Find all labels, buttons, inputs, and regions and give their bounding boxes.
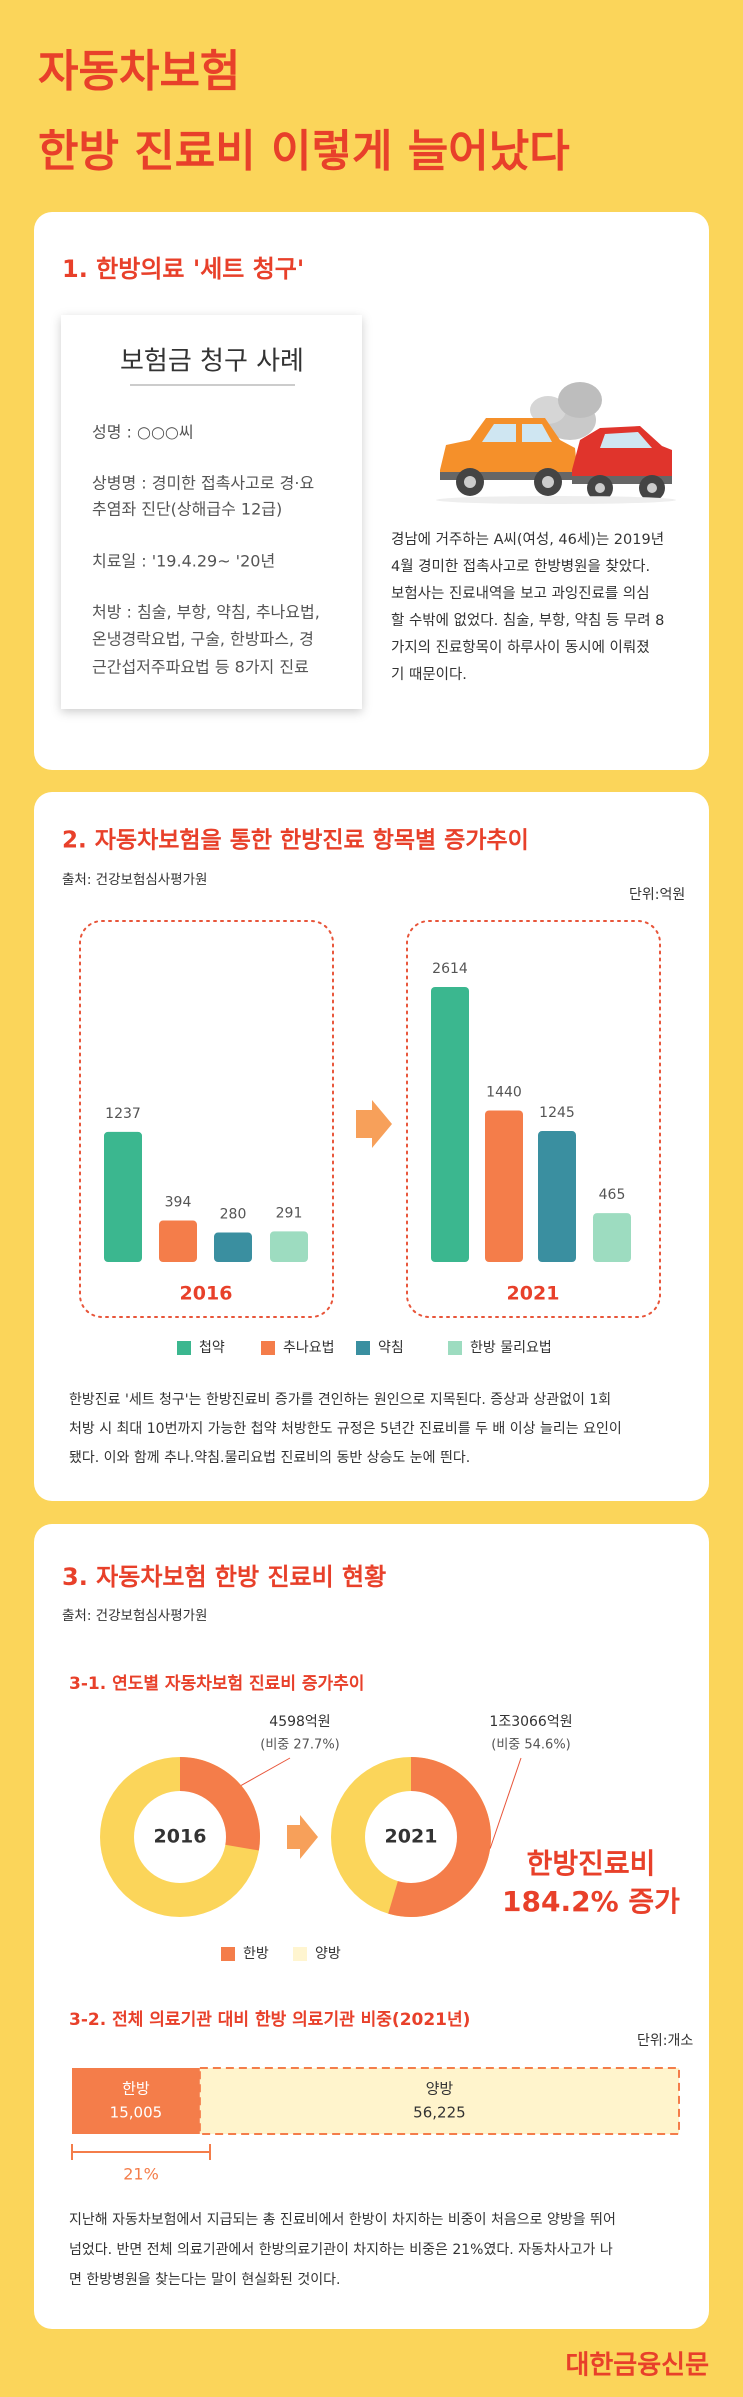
paper-line: 처방 : 침술, 부항, 약침, 추나요법,	[92, 603, 320, 622]
bar-value-label: 465	[599, 1187, 626, 1203]
body-text: 할 수밖에 없었다. 침술, 부항, 약침 등 무려 8	[391, 612, 664, 629]
leader-line	[240, 1757, 291, 1786]
panel-year: 2021	[507, 1283, 560, 1305]
legend-label: 한방 물리요법	[470, 1340, 552, 1356]
section-heading: 3. 자동차보험 한방 진료비 현황	[62, 1563, 386, 1591]
share-label: 21%	[123, 2165, 159, 2184]
legend-swatch	[177, 1341, 191, 1355]
unit-label: 단위:개소	[637, 2033, 693, 2049]
bar-value-label: 1440	[486, 1085, 522, 1101]
unit-label: 단위:억원	[629, 887, 685, 903]
bar	[431, 987, 469, 1262]
card	[34, 792, 709, 1501]
source: 출처: 건강보험심사평가원	[62, 1608, 207, 1624]
panel-year: 2016	[180, 1283, 233, 1305]
legend-label: 한방	[243, 1946, 269, 1962]
paper-line: 성명 : ○○○씨	[92, 423, 194, 442]
segment-value: 15,005	[110, 2104, 163, 2122]
body-text: 한방진료 '세트 청구'는 한방진료비 증가를 견인하는 원인으로 지목된다. …	[69, 1392, 611, 1408]
segment-value: 56,225	[413, 2104, 466, 2122]
paper-line: 치료일 : '19.4.29~ '20년	[92, 552, 275, 571]
subheading: 3-1. 연도별 자동차보험 진료비 증가추이	[69, 1673, 364, 1694]
bar	[485, 1110, 523, 1262]
car-crash-illustration	[436, 382, 676, 504]
source: 출처: 건강보험심사평가원	[62, 872, 207, 888]
page-title: 자동차보험	[38, 46, 240, 97]
legend-swatch	[356, 1341, 370, 1355]
body-text: 지난해 자동차보험에서 지급되는 총 진료비에서 한방이 차지하는 비중이 처음…	[69, 2212, 616, 2228]
pie-year: 2021	[385, 1826, 438, 1848]
bar-value-label: 1245	[539, 1105, 575, 1121]
pie-share-label: (비중 54.6%)	[491, 1738, 571, 1753]
footer-logo: 대한금융신문	[565, 2351, 709, 2381]
claim-paper	[61, 315, 362, 709]
card	[34, 1524, 709, 2329]
bar	[214, 1232, 252, 1262]
paper-line: 근간섭저주파요법 등 8가지 진료	[92, 658, 309, 677]
pie-share-label: (비중 27.7%)	[260, 1738, 340, 1753]
legend-swatch	[448, 1341, 462, 1355]
segment-label: 양방	[426, 2080, 454, 2098]
panel-frame	[406, 920, 661, 1318]
paper-title: 보험금 청구 사례	[120, 347, 304, 377]
ratio-segment	[72, 2068, 200, 2134]
legend-label: 첩약	[199, 1340, 225, 1356]
page-title: 한방 진료비 이렇게 늘어났다	[38, 126, 570, 177]
bar-value-label: 280	[220, 1207, 247, 1223]
body-text: 됐다. 이와 함께 추나.약침.물리요법 진료비의 동반 상승도 눈에 띈다.	[69, 1450, 470, 1466]
bar-value-label: 394	[165, 1195, 192, 1211]
body-text: 가지의 진료항목이 하루사이 동시에 이뤄졌	[391, 639, 650, 656]
callout: 한방진료비	[527, 1847, 656, 1880]
ratio-segment	[198, 2067, 681, 2135]
subheading: 3-2. 전체 의료기관 대비 한방 의료기관 비중(2021년)	[69, 2010, 470, 2030]
bar	[593, 1213, 631, 1262]
paper-line: 추염좌 진단(상해급수 12급)	[92, 500, 282, 519]
bar	[538, 1131, 576, 1262]
body-text: 넘었다. 반면 전체 의료기관에서 한방의료기관이 차지하는 비중은 21%였다…	[69, 2242, 613, 2258]
section-heading: 1. 한방의료 '세트 청구'	[62, 255, 304, 283]
legend-swatch	[221, 1947, 235, 1961]
pie-amount: 4598억원	[269, 1714, 330, 1730]
pie-hole	[134, 1791, 226, 1883]
segment-label: 한방	[122, 2080, 150, 2098]
body-text: 면 한방병원을 찾는다는 말이 현실화된 것이다.	[69, 2272, 340, 2288]
paper-line: 온냉경락요법, 구술, 한방파스, 경	[92, 630, 314, 649]
bar	[159, 1220, 197, 1262]
bar	[270, 1231, 308, 1262]
body-text: 4월 경미한 접촉사고로 한방병원을 찾았다.	[391, 558, 650, 575]
legend-label: 약침	[378, 1340, 404, 1356]
bar	[104, 1131, 142, 1262]
legend-label: 양방	[315, 1946, 341, 1962]
pie-amount: 1조3066억원	[489, 1714, 572, 1730]
body-text: 처방 시 최대 10번까지 가능한 첩약 처방한도 규정은 5년간 진료비를 두…	[69, 1421, 622, 1437]
paper-line: 상병명 : 경미한 접촉사고로 경·요	[92, 474, 314, 493]
share-bracket	[71, 2144, 211, 2160]
callout: 184.2% 증가	[502, 1885, 680, 1918]
bar-value-label: 291	[276, 1205, 303, 1221]
section-heading: 2. 자동차보험을 통한 한방진료 항목별 증가추이	[62, 828, 529, 854]
arrow	[287, 1815, 318, 1859]
panel-frame	[79, 920, 334, 1318]
arrow	[356, 1100, 392, 1148]
leader-line	[489, 1757, 522, 1849]
bar-value-label: 2614	[432, 961, 468, 977]
legend-label: 추나요법	[283, 1340, 335, 1356]
pie-year: 2016	[154, 1826, 207, 1848]
legend-swatch	[261, 1341, 275, 1355]
body-text: 기 때문이다.	[391, 666, 467, 683]
body-text: 경남에 거주하는 A씨(여성, 46세)는 2019년	[391, 531, 664, 548]
body-text: 보험사는 진료내역을 보고 과잉진료를 의심	[391, 585, 650, 602]
pie-hole	[365, 1791, 457, 1883]
bar-value-label: 1237	[105, 1106, 141, 1122]
legend-swatch	[293, 1947, 307, 1961]
